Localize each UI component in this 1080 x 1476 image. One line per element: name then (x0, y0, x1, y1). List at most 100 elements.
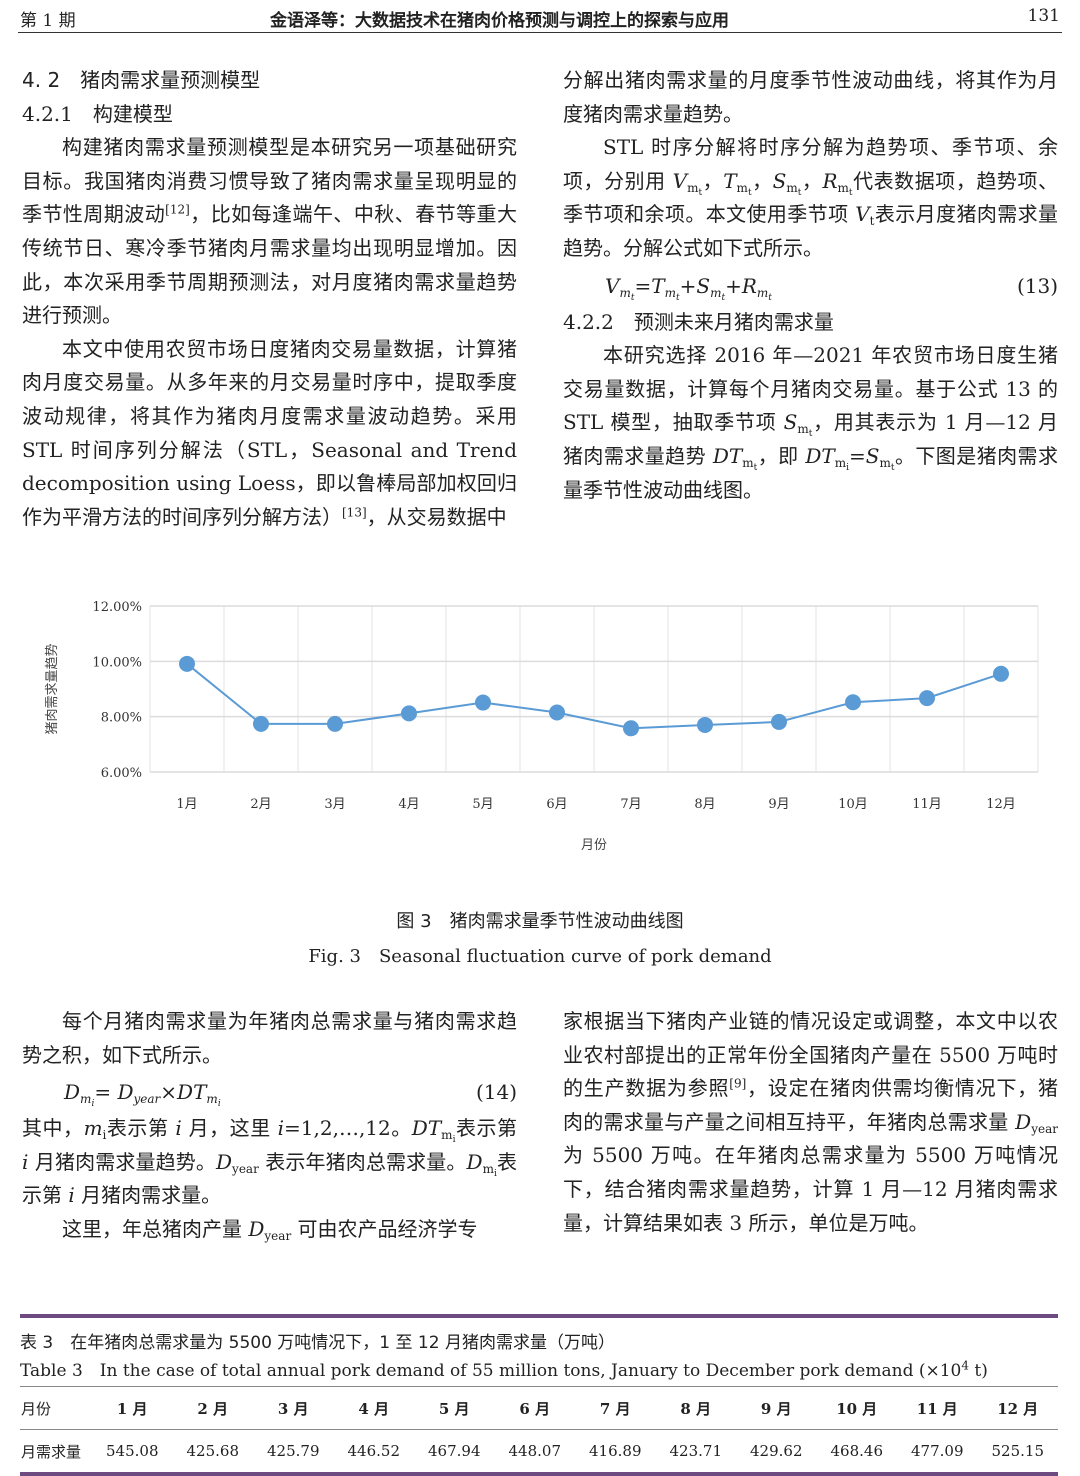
math-variable: T (723, 168, 737, 193)
x-tick-label: 11月 (912, 797, 942, 812)
data-point (919, 690, 935, 707)
column-header: 12 月 (977, 1386, 1058, 1430)
column-header: 10 月 (816, 1386, 897, 1430)
paragraph: 分解出猪肉需求量的月度季节性波动曲线，将其作为月度猪肉需求量趋势。 (563, 68, 1058, 126)
running-title: 金语泽等：大数据技术在猪肉价格预测与调控上的探索与应用 (270, 11, 729, 31)
column-header: 11 月 (897, 1386, 978, 1430)
math-variable: DT (712, 443, 743, 468)
y-tick-label: 8.00% (101, 711, 142, 726)
row-header-label: 月份 (20, 1386, 92, 1430)
equation-body: Dmi= Dyear×DTmi (64, 1080, 221, 1110)
table-cell: 468.46 (830, 1442, 884, 1460)
figure-caption-cn: 图 3 猪肉需求量季节性波动曲线图 (396, 911, 684, 932)
citation: [9] (729, 1076, 747, 1091)
math-subscript: t (698, 187, 703, 198)
running-header: 第 1 期 金语泽等：大数据技术在猪肉价格预测与调控上的探索与应用 131 (20, 4, 1060, 32)
math-variable: D (64, 1080, 81, 1105)
top-left-column: 4. 2 猪肉需求量预测模型 4.2.1 构建模型 构建猪肉需求量预测模型是本研究另… (22, 64, 517, 534)
math-variable: V (605, 273, 620, 298)
data-point (697, 716, 713, 733)
data-point (327, 715, 343, 732)
x-tick-label: 2月 (250, 797, 271, 812)
paragraph: 每个月猪肉需求量为年猪肉总需求量与猪肉需求趋势之积，如下式所示。 (22, 1009, 517, 1067)
math-subscript: t (753, 462, 758, 473)
data-point (623, 720, 639, 737)
math-subscript: t (797, 187, 802, 198)
table-cell: 525.15 (991, 1442, 1045, 1460)
math-subscript: t (675, 292, 680, 303)
column-header: 6 月 (494, 1386, 575, 1430)
math-subscript: mt (879, 455, 895, 473)
math-variable: S (772, 168, 787, 193)
bottom-right-column: 家根据当下猪肉产业链的情况设定或调整，本文中以农业农村部提出的正常年份全国猪肉产… (563, 1005, 1058, 1240)
math-variable: D (466, 1149, 483, 1174)
data-point (771, 713, 787, 730)
x-tick-label: 7月 (620, 797, 641, 812)
bottom-left-column: 每个月猪肉需求量为年猪肉总需求量与猪肉需求趋势之积，如下式所示。 Dmi= Dye… (22, 1005, 517, 1247)
table-cell: 448.07 (508, 1442, 562, 1460)
series-line (186, 663, 1002, 730)
x-tick-label: 1月 (176, 797, 197, 812)
equation: Vmt=Tmt+Smt+Rmt (13) (563, 266, 1058, 306)
math-subscript: year (264, 1228, 292, 1243)
math-subscript: mi (482, 1161, 497, 1179)
math-subscript: t (768, 292, 772, 303)
math-subscript: t (890, 462, 895, 473)
math-variable: m (83, 1116, 103, 1141)
table-title-en: Table 3 In the case of total annual pork… (20, 1358, 988, 1381)
paragraph: 本研究选择 2016 年—2021 年农贸市场日度生猪交易量数据，计算每个月猪肉… (563, 343, 1058, 502)
column-header: 3 月 (253, 1386, 334, 1430)
paragraph: 家根据当下猪肉产业链的情况设定或调整，本文中以农业农村部提出的正常年份全国猪肉产… (563, 1009, 1059, 1235)
math-subscript: mt (710, 285, 726, 303)
math-variable: R (741, 273, 757, 298)
math-variable: D (248, 1216, 265, 1241)
math-variable: S (696, 273, 711, 298)
math-subscript: mt (687, 180, 703, 198)
math-subscript: year (1031, 1121, 1058, 1136)
table-cell: 425.79 (267, 1442, 320, 1460)
data-point (475, 694, 491, 711)
top-right-column: 分解出猪肉需求量的月度季节性波动曲线，将其作为月度猪肉需求量趋势。 STL 时序分… (563, 64, 1058, 507)
math-subscript: mt (742, 455, 758, 473)
header-rule (18, 32, 1062, 33)
table-row: 月需求量 545.08 425.68 425.79 446.52 467.94 448.07… (20, 1430, 1058, 1473)
x-tick-label: 4月 (398, 797, 419, 812)
math-subscript: i (102, 1128, 107, 1143)
paragraph: STL 时序分解将时序分解为趋势项、季节项、余项，分别用 Vmt，Tmt，Smt… (563, 135, 1059, 260)
subsection-heading: 4.2.1 构建模型 (22, 101, 173, 126)
math-subscript: i (846, 462, 850, 473)
math-subscript: year (232, 1161, 259, 1176)
paragraph: 本文中使用农贸市场日度猪肉交易量数据，计算猪肉月度交易量。从多年来的月交易量时序… (22, 336, 517, 529)
table-3: 表 3 在年猪肉总需求量为 5500 万吨情况下，1 至 12 月猪肉需求量（万… (20, 1314, 1058, 1476)
paragraph: 构建猪肉需求量预测模型是本研究另一项基础研究目标。我国猪肉消费习惯导致了猪肉需求… (22, 135, 518, 328)
math-subscript: mi (80, 1092, 95, 1110)
page-number: 131 (1027, 6, 1060, 26)
issue-number: 第 1 期 (20, 11, 76, 31)
x-tick-label: 10月 (838, 797, 868, 812)
math-subscript: mt (756, 285, 772, 303)
math-subscript: year (133, 1092, 161, 1107)
column-header: 5 月 (414, 1386, 495, 1430)
math-subscript: t (869, 214, 875, 229)
math-subscript: mt (797, 422, 813, 440)
seasonal-demand-line-chart: 6.00% 8.00% 10.00% 12.00% 1月 2月 3月 4月 5月 6月 7月 8月 9月… (44, 600, 1039, 853)
math-subscript: t (848, 187, 853, 198)
table-top-rule (20, 1314, 1058, 1318)
citation: [13] (342, 505, 367, 520)
x-tick-label: 9月 (768, 797, 789, 812)
row-label: 月需求量 (21, 1442, 82, 1461)
math-variable: S (865, 443, 880, 468)
data-point (549, 704, 565, 721)
math-variable: V (672, 168, 688, 193)
math-variable: D (216, 1149, 233, 1174)
math-subscript: i (91, 1099, 95, 1110)
math-variable: i (175, 1116, 182, 1141)
y-tick-label: 6.00% (101, 766, 142, 781)
column-header: 9 月 (736, 1386, 817, 1430)
table-bottom-rule (20, 1472, 1058, 1476)
math-variable: i (22, 1149, 29, 1174)
math-subscript: t (721, 292, 726, 303)
data-point (993, 665, 1009, 682)
figure-caption-en: Fig. 3 Seasonal fluctuation curve of por… (308, 946, 772, 967)
x-tick-label: 8月 (694, 797, 715, 812)
